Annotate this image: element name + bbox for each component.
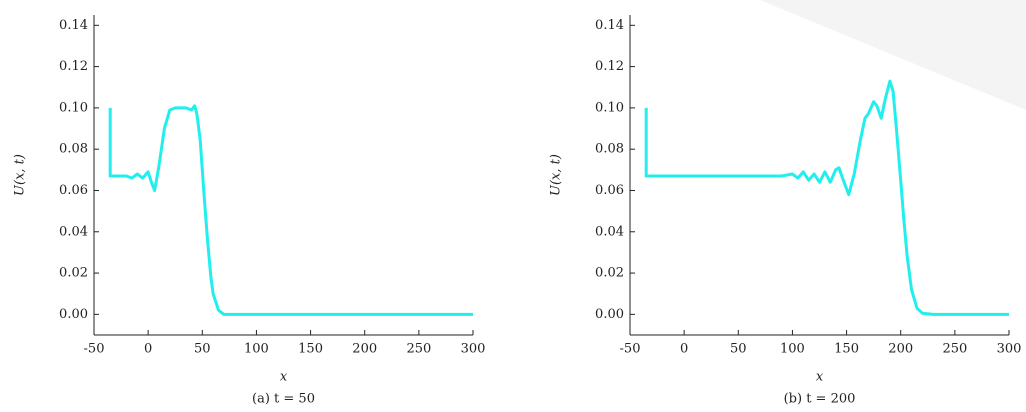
y-tick-label: 0.04 bbox=[59, 224, 88, 239]
y-tick-label: 0.08 bbox=[595, 142, 624, 157]
y-tick-label: 0.04 bbox=[595, 224, 624, 239]
y-tick-label: 0.00 bbox=[595, 307, 624, 322]
x-tick-label: 200 bbox=[888, 342, 913, 357]
x-tick-label: 250 bbox=[942, 342, 967, 357]
y-tick-label: 0.02 bbox=[59, 266, 88, 281]
y-axis-label: U(x, t) bbox=[549, 154, 564, 196]
x-tick-label: 300 bbox=[997, 342, 1022, 357]
y-tick-label: 0.00 bbox=[59, 307, 88, 322]
x-tick-label: -50 bbox=[620, 342, 641, 357]
x-tick-label: 250 bbox=[406, 342, 431, 357]
x-axis-label: x bbox=[816, 370, 824, 385]
x-tick-label: 200 bbox=[352, 342, 377, 357]
x-tick-label: 100 bbox=[244, 342, 269, 357]
x-tick-label: 150 bbox=[834, 342, 859, 357]
x-axis-label: x bbox=[280, 370, 288, 385]
y-tick-label: 0.12 bbox=[59, 59, 88, 74]
data-line bbox=[644, 79, 1009, 316]
y-tick-label: 0.14 bbox=[595, 18, 624, 33]
x-tick-label: 150 bbox=[298, 342, 323, 357]
y-tick-label: 0.14 bbox=[59, 18, 88, 33]
caption: (a) t = 50 bbox=[252, 392, 315, 407]
x-tick-label: -50 bbox=[84, 342, 105, 357]
decoration bbox=[760, 0, 1026, 110]
x-tick-label: 50 bbox=[730, 342, 747, 357]
x-tick-label: 300 bbox=[461, 342, 486, 357]
y-tick-label: 0.08 bbox=[59, 142, 88, 157]
x-tick-label: 0 bbox=[144, 342, 152, 357]
caption: (b) t = 200 bbox=[784, 392, 856, 407]
data-line bbox=[108, 104, 473, 316]
y-axis-label: U(x, t) bbox=[13, 154, 28, 196]
y-tick-label: 0.10 bbox=[595, 100, 624, 115]
y-tick-label: 0.02 bbox=[595, 266, 624, 281]
x-tick-label: 50 bbox=[194, 342, 211, 357]
y-tick-label: 0.06 bbox=[59, 183, 88, 198]
y-tick-label: 0.12 bbox=[595, 59, 624, 74]
y-tick-label: 0.10 bbox=[59, 100, 88, 115]
x-tick-label: 0 bbox=[680, 342, 688, 357]
x-tick-label: 100 bbox=[780, 342, 805, 357]
y-tick-label: 0.06 bbox=[595, 183, 624, 198]
